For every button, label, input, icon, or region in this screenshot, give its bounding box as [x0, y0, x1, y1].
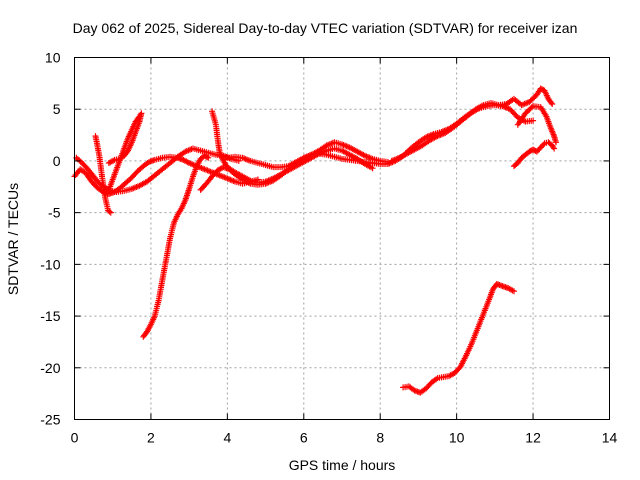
y-axis-label: SDTVAR / TECUs: [5, 183, 21, 295]
series-track: [400, 281, 517, 396]
x-tick-label: 12: [525, 430, 541, 446]
y-tick-label: 0: [53, 153, 61, 169]
x-tick-label: 14: [602, 430, 618, 446]
y-tick-label: -5: [48, 205, 61, 221]
data-point: [551, 145, 558, 152]
data-point: [511, 288, 517, 295]
data-point: [106, 208, 113, 215]
x-axis-label: GPS time / hours: [289, 457, 396, 473]
y-tick-label: 5: [53, 101, 61, 117]
data-point: [107, 209, 114, 216]
data-point: [118, 154, 125, 161]
data-point: [204, 154, 210, 161]
data-series: [71, 85, 559, 396]
x-tick-label: 8: [376, 430, 384, 446]
y-tick-label: 10: [45, 50, 61, 66]
y-tick-label: -25: [40, 412, 60, 428]
plot-frame: [74, 57, 610, 420]
data-point: [205, 154, 212, 161]
chart-title: Day 062 of 2025, Sidereal Day-to-day VTE…: [73, 20, 578, 36]
y-tick-label: -15: [40, 308, 60, 324]
series-track: [514, 103, 559, 146]
data-point: [549, 101, 556, 107]
x-tick-label: 10: [449, 430, 465, 446]
series-track: [92, 133, 114, 216]
series-track: [71, 153, 261, 197]
data-point: [528, 104, 535, 111]
data-point: [548, 99, 555, 106]
x-tick-label: 0: [71, 430, 79, 446]
series-track: [197, 139, 391, 193]
y-tick-label: -20: [40, 360, 60, 376]
series-track: [388, 85, 556, 164]
axis-ticks: 0 2 4 6 8 10 12 14 -25 -20 -15 -10 -5 0 5 10: [40, 50, 617, 446]
series-track: [105, 110, 145, 193]
series-track: [511, 139, 558, 170]
data-point: [105, 160, 112, 166]
data-point: [530, 117, 537, 124]
y-tick-label: -10: [40, 256, 60, 272]
x-tick-label: 2: [147, 430, 155, 446]
series-track: [140, 152, 212, 340]
x-tick-label: 4: [223, 430, 231, 446]
data-point: [532, 147, 539, 154]
data-point: [553, 139, 559, 146]
data-point: [369, 165, 376, 172]
x-tick-label: 6: [300, 430, 308, 446]
